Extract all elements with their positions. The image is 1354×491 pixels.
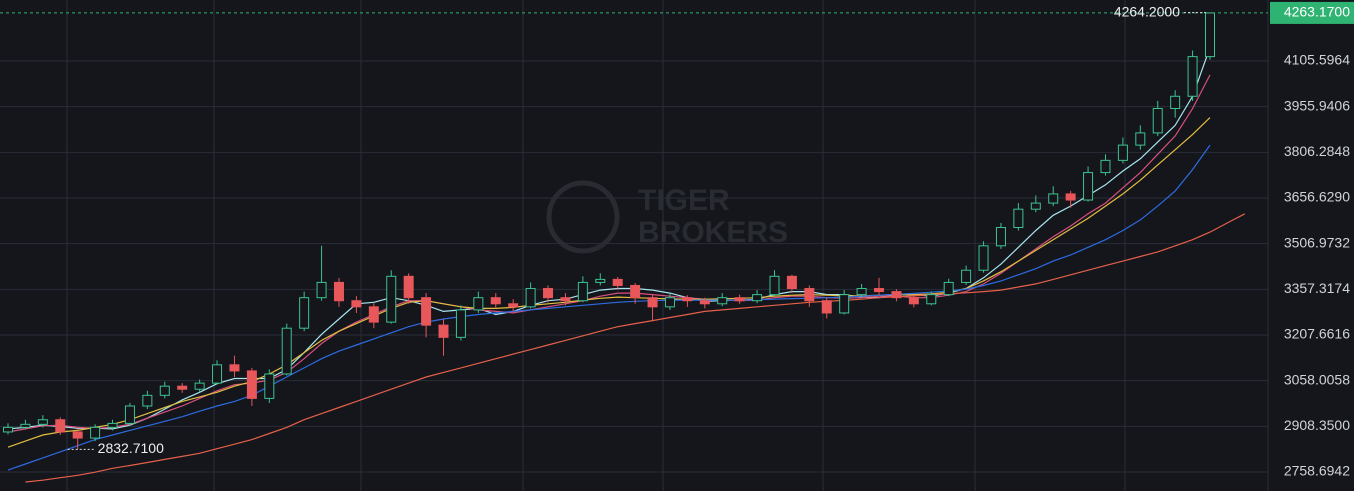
- candle-body: [664, 297, 675, 308]
- candle-body: [1065, 193, 1076, 201]
- candle-body: [995, 226, 1006, 247]
- y-tick-label: 3656.6290: [1284, 189, 1350, 205]
- candle-body: [455, 309, 466, 338]
- candle-body: [107, 422, 118, 428]
- candle-body: [1205, 12, 1215, 58]
- candle-body: [55, 419, 66, 433]
- y-tick-label: 3506.9732: [1284, 234, 1350, 250]
- candle-body: [124, 405, 135, 424]
- candle-body: [351, 300, 362, 308]
- y-tick-label: 3806.2848: [1284, 143, 1350, 159]
- candle-body: [595, 278, 606, 283]
- candle-body: [525, 288, 536, 308]
- candle-body: [577, 281, 588, 302]
- watermark-logo: [546, 180, 620, 254]
- candle-body: [490, 297, 501, 305]
- candle-body: [508, 303, 519, 308]
- candle-body: [961, 269, 972, 283]
- y-tick-label: 3058.0058: [1284, 371, 1350, 387]
- min-marker-label: 2832.7100: [98, 440, 164, 456]
- price-tag: [1270, 1, 1354, 24]
- candle-body: [90, 426, 101, 439]
- candle-body: [1048, 193, 1059, 204]
- candle-body: [682, 297, 693, 302]
- moving-average-line: [7, 117, 1211, 448]
- candle-body: [1030, 202, 1041, 210]
- candle-body: [804, 288, 815, 302]
- moving-average-line: [25, 213, 1246, 483]
- candle-body: [630, 284, 641, 299]
- candle-body: [316, 281, 327, 299]
- candle-body: [142, 394, 153, 407]
- y-tick-label: 2758.6942: [1284, 463, 1350, 479]
- candle-body: [926, 294, 937, 305]
- candle-body: [1187, 56, 1198, 97]
- candle-body: [1152, 107, 1163, 134]
- candle-body: [299, 297, 310, 329]
- candle-body: [368, 306, 379, 323]
- candle-body: [1117, 144, 1128, 161]
- candle-body: [856, 288, 867, 296]
- candle-body: [699, 300, 710, 305]
- y-tick-label: 3357.3174: [1284, 280, 1350, 296]
- candle-body: [978, 245, 989, 271]
- candle-body: [1170, 95, 1181, 109]
- candle-body: [386, 275, 397, 323]
- candle-body: [1013, 208, 1024, 228]
- candle-body: [717, 297, 728, 305]
- candle-body: [612, 278, 623, 286]
- candle-body: [194, 382, 205, 390]
- y-tick-label: 2908.3500: [1284, 417, 1350, 433]
- candle-body: [908, 297, 919, 305]
- candle-body: [403, 275, 414, 299]
- candle-body: [72, 431, 83, 439]
- candle-body: [264, 373, 275, 399]
- y-tick-label: 3207.6616: [1284, 326, 1350, 342]
- candle-body: [421, 297, 432, 326]
- time-grid: [66, 0, 1269, 491]
- watermark-text: TIGER: [638, 184, 730, 217]
- candle-body: [821, 300, 832, 314]
- candle-body: [438, 324, 449, 338]
- candle-body: [159, 385, 170, 396]
- candle-body: [37, 419, 48, 425]
- candle-body: [769, 275, 780, 296]
- candle-body: [734, 297, 745, 302]
- candle-body: [1100, 159, 1111, 174]
- candle-body: [839, 294, 850, 314]
- candle-body: [874, 288, 885, 293]
- candle-body: [1135, 132, 1146, 146]
- max-marker-label: 4264.2000: [1114, 3, 1180, 19]
- candle-body: [786, 275, 797, 290]
- candle-body: [891, 291, 902, 299]
- candle-body: [20, 423, 31, 428]
- candle-body: [943, 281, 954, 296]
- candle-body: [229, 364, 240, 372]
- candle-body: [560, 297, 571, 302]
- candle-body: [246, 370, 257, 399]
- candle-body: [647, 297, 658, 308]
- candle-body: [281, 327, 292, 375]
- candle-body: [3, 426, 13, 433]
- candle-body: [752, 294, 763, 302]
- candle-body: [177, 385, 188, 390]
- moving-average-line: [7, 47, 1211, 430]
- price-tag-label: 4263.1700: [1284, 4, 1350, 20]
- candle-body: [333, 281, 344, 302]
- y-tick-label: 4105.5964: [1284, 52, 1350, 68]
- moving-average-line: [7, 144, 1211, 471]
- candle-body: [212, 364, 223, 384]
- y-tick-label: 3955.9406: [1284, 97, 1350, 113]
- candle-body: [543, 288, 554, 299]
- candle-body: [1083, 172, 1094, 201]
- candle-body: [473, 297, 484, 311]
